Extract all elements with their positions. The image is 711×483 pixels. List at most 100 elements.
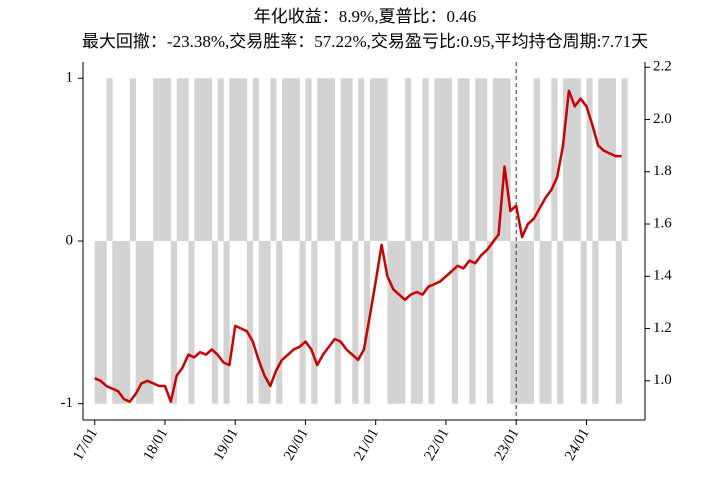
position-bar: [346, 78, 353, 241]
position-bar: [568, 78, 576, 241]
position-bar: [364, 241, 371, 404]
position-bar: [170, 241, 177, 404]
position-bar: [434, 78, 441, 241]
position-bar: [94, 241, 101, 404]
position-bar: [498, 78, 505, 241]
position-bar: [141, 241, 148, 404]
position-bar: [539, 241, 546, 404]
position-bar: [387, 241, 394, 404]
position-bar: [270, 78, 277, 241]
position-bar: [399, 241, 406, 404]
position-bar: [486, 241, 494, 404]
position-bar: [451, 241, 458, 404]
position-bar: [317, 78, 324, 241]
position-bar: [533, 78, 540, 241]
position-bar: [334, 241, 341, 404]
position-bar: [305, 78, 312, 241]
position-bar: [404, 78, 412, 241]
x-tick-label: 18/01: [140, 426, 171, 464]
position-bar: [112, 241, 119, 404]
position-bar: [609, 78, 617, 241]
position-bar: [621, 78, 628, 241]
position-bar: [574, 78, 581, 241]
position-bar: [153, 78, 160, 241]
chart-title: 年化收益：8.9%,夏普比：0.46: [254, 7, 476, 26]
position-bar: [129, 78, 136, 241]
position-bar: [358, 78, 365, 241]
position-bar: [557, 241, 564, 404]
position-bar: [615, 241, 622, 404]
position-bar: [457, 78, 464, 241]
y2-tick-label: 2.0: [653, 111, 672, 127]
position-bar: [223, 241, 230, 404]
position-bar: [235, 78, 242, 241]
position-bar: [481, 78, 488, 241]
position-bar: [393, 241, 400, 404]
position-bar: [282, 78, 289, 241]
position-bar: [604, 78, 611, 241]
position-bar: [293, 78, 300, 241]
position-bar: [580, 241, 587, 404]
position-bar: [375, 78, 382, 241]
position-bar: [522, 241, 529, 404]
position-bar: [323, 78, 330, 241]
position-bar: [545, 241, 552, 404]
y-tick-label: -1: [61, 395, 74, 411]
position-bar: [328, 78, 336, 241]
y2-tick-label: 1.6: [653, 215, 672, 231]
position-bar: [422, 78, 429, 241]
position-bar: [258, 241, 265, 404]
position-bar: [445, 78, 453, 241]
position-bar: [551, 78, 558, 241]
position-bar: [340, 78, 347, 241]
position-bar: [416, 241, 423, 404]
position-bar: [211, 241, 218, 404]
y-tick-label: 1: [66, 70, 74, 86]
position-bar: [527, 241, 535, 404]
position-bar: [252, 78, 259, 241]
position-bar: [504, 78, 511, 241]
position-bar: [510, 241, 517, 404]
position-bar: [205, 78, 213, 241]
position-bar: [492, 78, 499, 241]
position-bar: [586, 78, 593, 241]
net-value-line: [94, 89, 622, 403]
position-bar: [123, 241, 131, 404]
position-bar: [299, 241, 306, 404]
x-tick-label: 17/01: [70, 426, 101, 464]
position-bar: [147, 241, 154, 404]
position-bar: [592, 241, 599, 404]
y2-tick-label: 2.2: [653, 59, 672, 75]
position-bar: [182, 78, 189, 241]
chart-subtitle: 最大回撤：-23.38%,交易胜率：57.22%,交易盈亏比:0.95,平均持仓…: [82, 32, 648, 51]
position-bar: [469, 241, 476, 404]
position-bar: [135, 241, 142, 404]
position-bar: [352, 241, 359, 404]
y2-tick-label: 1.2: [653, 320, 672, 336]
position-bar: [176, 78, 183, 241]
position-bar: [246, 241, 254, 404]
y-tick-label: 0: [66, 232, 74, 248]
x-tick-label: 22/01: [421, 426, 452, 464]
position-bar: [410, 241, 417, 404]
position-bar: [164, 78, 172, 241]
position-bar: [264, 241, 271, 404]
position-bar: [369, 78, 377, 241]
position-bar: [194, 78, 201, 241]
position-bar: [463, 78, 470, 241]
y2-tick-label: 1.0: [653, 372, 672, 388]
x-tick-label: 19/01: [211, 426, 242, 464]
position-bar: [516, 241, 523, 404]
position-bar: [428, 241, 435, 404]
position-bar: [188, 241, 195, 404]
position-bar: [241, 78, 248, 241]
position-bar: [118, 241, 125, 404]
position-bar: [287, 78, 295, 241]
x-tick-label: 20/01: [281, 426, 312, 464]
position-bar: [159, 78, 166, 241]
y2-tick-label: 1.8: [653, 163, 672, 179]
y2-tick-label: 1.4: [653, 268, 672, 284]
position-bar: [598, 78, 605, 241]
position-bar: [381, 78, 388, 241]
